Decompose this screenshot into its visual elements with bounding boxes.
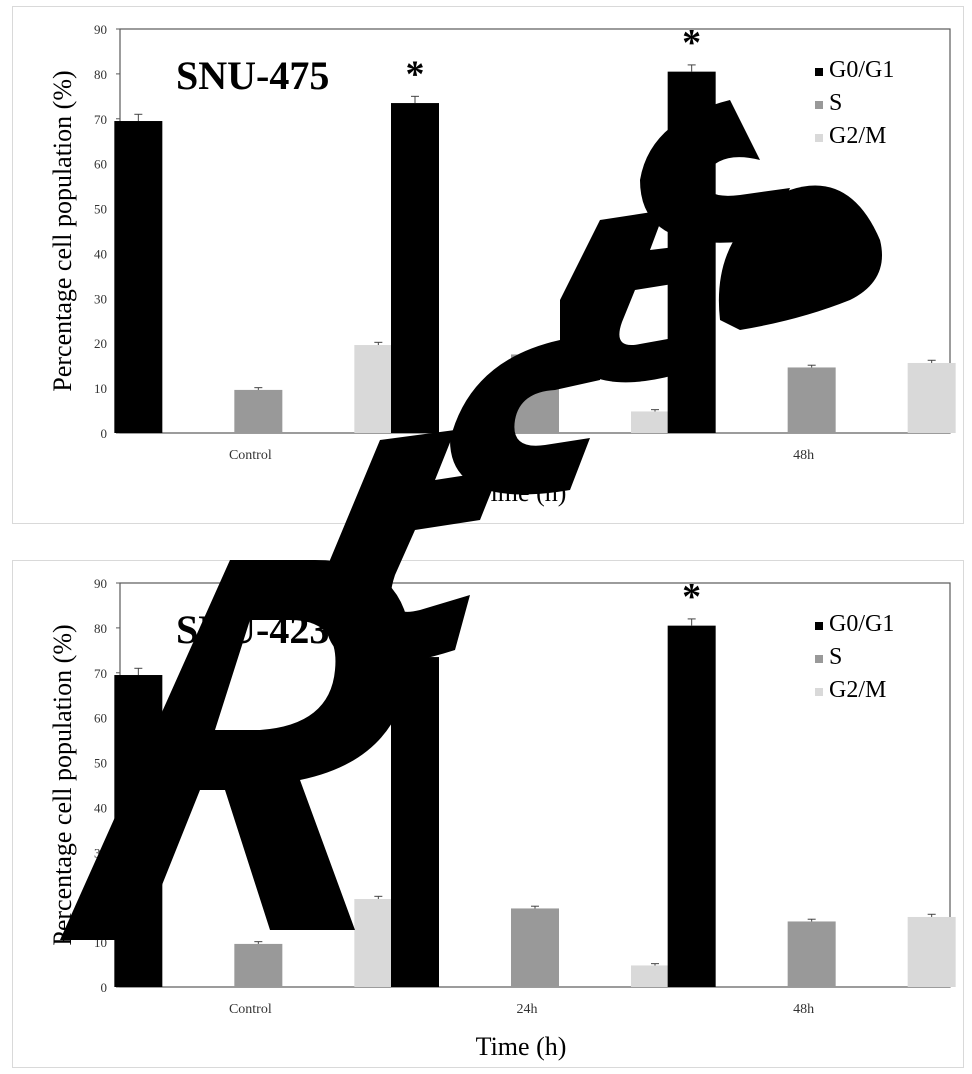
chart0-bar-g0-g1 <box>667 71 716 434</box>
chart0-bar-s <box>787 367 836 433</box>
chart0-legend-swatch <box>815 101 823 109</box>
chart1-x-axis-label: Time (h) <box>476 1032 567 1061</box>
chart1-bar-g2-m <box>907 916 956 987</box>
bar-chart-snu-423: 0 10 20 30 40 50 60 70 80 90 Control 24h * 48h * SNU-42… <box>48 576 956 1061</box>
chart0-xtick-label: 24h <box>517 448 538 463</box>
chart1-ytick-label: 70 <box>94 666 107 681</box>
chart0-ytick-label: 0 <box>101 426 108 441</box>
chart1-bar-s <box>511 908 559 987</box>
chart1-xtick-label: 24h <box>517 1002 538 1017</box>
chart1-bar-g0-g1 <box>114 675 163 987</box>
chart0-legend-label: G2/M <box>829 123 886 149</box>
chart1-ytick-label: 50 <box>94 756 107 771</box>
chart1-xtick-label: 48h <box>793 1002 814 1017</box>
chart0-bar-g2-m <box>907 362 956 433</box>
chart0-bar-g2-m <box>631 411 679 433</box>
chart0-xtick-label: Control <box>229 448 272 463</box>
chart1-legend-swatch <box>815 622 823 630</box>
chart0-ytick-label: 10 <box>94 381 107 396</box>
chart1-bar-s <box>787 921 836 987</box>
chart0-bar-g0-g1 <box>114 121 163 434</box>
chart1-legend-swatch <box>815 655 823 663</box>
bar-chart-snu-475: 0 10 20 30 40 50 60 70 80 90 Control 24h * 48h * SNU-47… <box>48 22 956 507</box>
chart0-xtick-label: 48h <box>793 448 814 463</box>
chart1-legend-label: G2/M <box>829 677 886 703</box>
chart0-x-axis-label: Time (h) <box>476 478 567 507</box>
chart1-legend-label: G0/G1 <box>829 611 894 637</box>
chart1-ytick-label: 20 <box>94 890 107 905</box>
chart0-y-axis-label: Percentage cell population (%) <box>48 70 77 391</box>
chart0-legend-label: G0/G1 <box>829 57 894 83</box>
chart0-legend-swatch <box>815 68 823 76</box>
chart0-bar-s <box>234 389 283 433</box>
chart1-ytick-label: 40 <box>94 800 107 815</box>
chart1-bar-s <box>234 943 283 987</box>
chart1-bar-g0-g1 <box>391 657 439 987</box>
chart1-ytick-label: 60 <box>94 711 107 726</box>
chart1-significance-star: * <box>406 607 425 649</box>
chart0-ytick-label: 30 <box>94 291 107 306</box>
chart0-legend-swatch <box>815 134 823 142</box>
chart0-ytick-label: 60 <box>94 157 107 172</box>
chart1-bar-g2-m <box>631 965 679 987</box>
chart1-legend-swatch <box>815 688 823 696</box>
chart0-title: SNU-475 <box>176 53 329 98</box>
chart1-title: SNU-423 <box>176 607 329 652</box>
chart1-significance-star: * <box>682 576 701 618</box>
chart0-significance-star: * <box>682 22 701 64</box>
chart0-ytick-label: 90 <box>94 22 107 37</box>
chart1-ytick-label: 10 <box>94 935 107 950</box>
chart0-significance-star: * <box>406 53 425 95</box>
chart1-xtick-label: Control <box>229 1002 272 1017</box>
chart1-ytick-label: 30 <box>94 845 107 860</box>
chart0-bar-s <box>511 354 559 433</box>
chart0-legend-label: S <box>829 90 842 116</box>
chart-panel-snu-423: 0 10 20 30 40 50 60 70 80 90 Control 24h * 48h * SNU-42… <box>12 560 964 1068</box>
chart0-ytick-label: 70 <box>94 112 107 127</box>
chart0-ytick-label: 80 <box>94 67 107 82</box>
chart1-bar-g0-g1 <box>667 625 716 987</box>
chart-panel-snu-475: 0 10 20 30 40 50 60 70 80 90 Control 24h * 48h * SNU-47… <box>12 6 964 524</box>
chart1-ytick-label: 0 <box>101 980 108 995</box>
chart1-ytick-label: 90 <box>94 576 107 591</box>
chart1-legend-label: S <box>829 644 842 670</box>
chart1-y-axis-label: Percentage cell population (%) <box>48 624 77 945</box>
chart1-ytick-label: 80 <box>94 621 107 636</box>
chart0-bar-g0-g1 <box>391 103 439 434</box>
chart0-ytick-label: 50 <box>94 202 107 217</box>
chart0-ytick-label: 20 <box>94 336 107 351</box>
chart0-ytick-label: 40 <box>94 246 107 261</box>
